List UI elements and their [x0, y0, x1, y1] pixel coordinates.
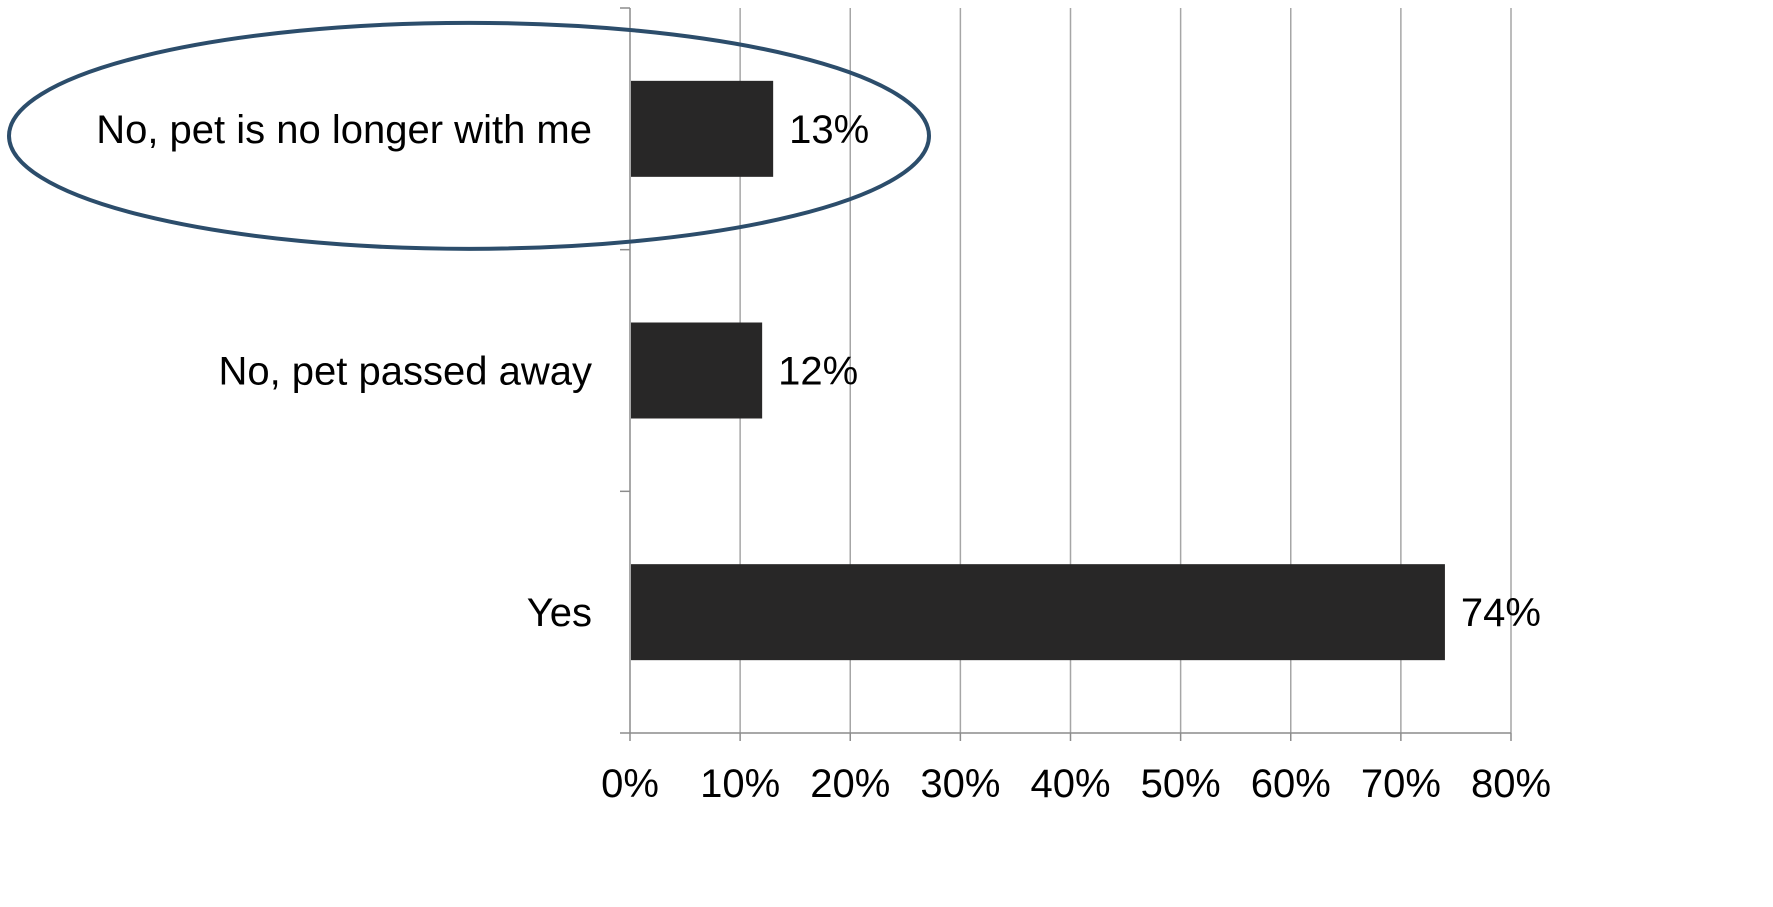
bars: [631, 80, 1445, 661]
x-tick-label: 50%: [1141, 762, 1221, 806]
x-tick-label: 30%: [920, 762, 1000, 806]
category-label: Yes: [527, 591, 592, 635]
axes: [620, 7, 1512, 741]
bar: [631, 80, 774, 177]
x-tick-label: 80%: [1471, 762, 1551, 806]
bar: [631, 564, 1445, 661]
grid-lines: [739, 8, 1512, 733]
x-tick-label: 40%: [1030, 762, 1110, 806]
x-tick-label: 10%: [700, 762, 780, 806]
data-label: 12%: [778, 350, 858, 394]
data-label: 74%: [1461, 591, 1541, 635]
x-tick-label: 70%: [1361, 762, 1441, 806]
x-tick-label: 20%: [810, 762, 890, 806]
x-tick-label: 0%: [601, 762, 659, 806]
category-label: No, pet is no longer with me: [96, 108, 592, 152]
bar: [631, 322, 763, 419]
category-label: No, pet passed away: [218, 350, 592, 394]
x-tick-label: 60%: [1251, 762, 1331, 806]
highlight: [7, 20, 931, 251]
highlight-ellipse: [7, 20, 931, 251]
labels: 0% 10% 20% 30% 40% 50% 60% 70% 80% No, pet is no …: [96, 108, 1551, 806]
data-label: 13%: [789, 108, 869, 152]
